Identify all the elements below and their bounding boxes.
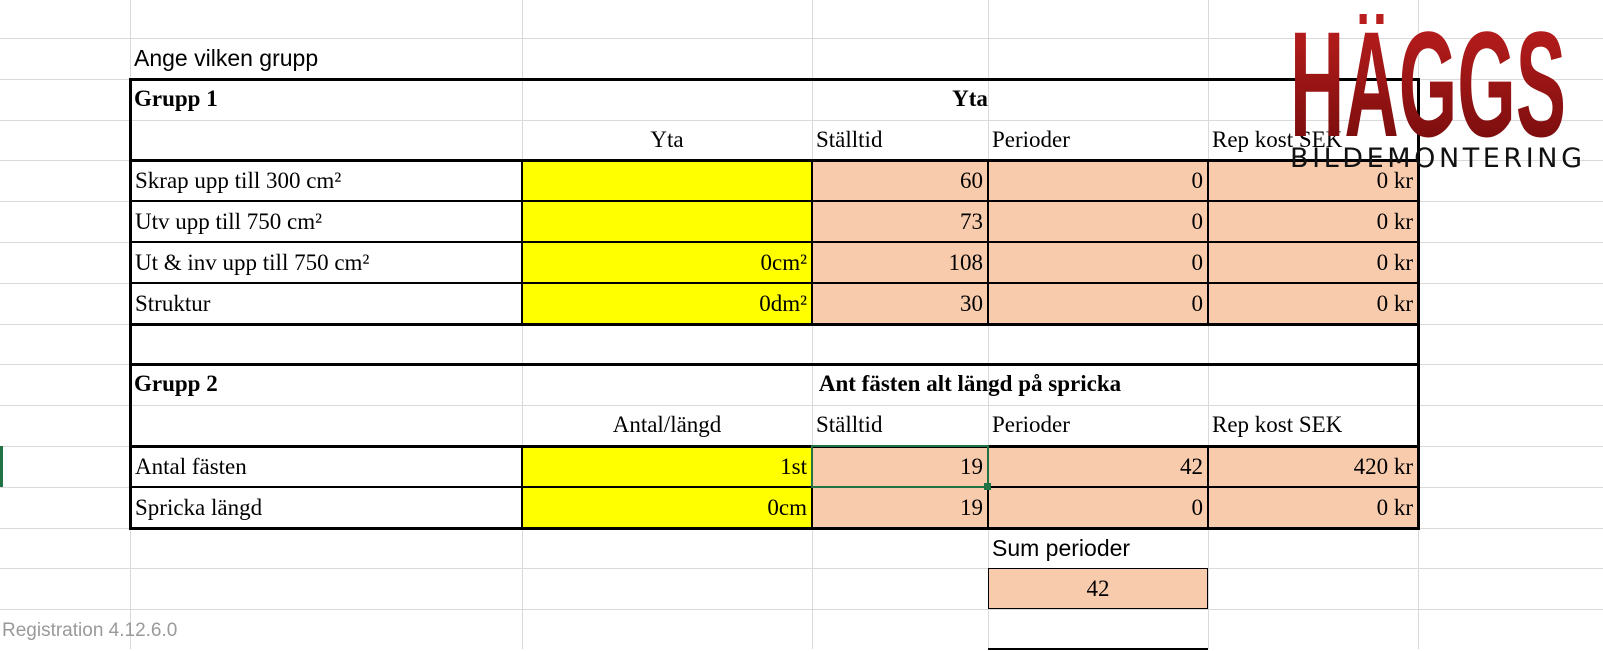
logo: HÄGGS BILDEMONTERING [1290,14,1582,174]
stalltid: 30 [812,282,988,324]
column-header: Perioder [992,412,1070,438]
group-heading: Ant fästen alt längd på spricka [818,371,1122,397]
stalltid: 60 [812,160,988,202]
cell-border [988,648,1208,650]
column-header: Perioder [992,126,1070,152]
group-name: Grupp 2 [134,371,218,397]
perioder: 0 [988,201,1208,242]
grid-line [0,119,1603,121]
perioder: 42 [988,446,1208,487]
perioder: 0 [988,486,1208,528]
header-divider [130,159,1418,163]
grid-line [0,405,1603,407]
grid-line [0,609,1603,611]
selected-cell [811,445,989,488]
sum-label: Sum perioder [992,534,1131,561]
kostnad: 0 kr [1208,242,1418,283]
column-header: Ställtid [816,412,883,438]
group-border [129,77,1420,326]
grid-line [0,38,1603,39]
kostnad: 0 kr [1208,201,1418,242]
column-header: Ställtid [816,126,883,152]
input-cell: 0dm² [522,282,812,324]
perioder: 0 [988,242,1208,283]
perioder: 0 [988,282,1208,324]
stalltid: 19 [812,446,988,487]
row-label: Ut & inv upp till 750 cm² [130,242,522,283]
group-name: Grupp 1 [134,85,218,111]
spacer-border [129,322,1420,367]
kostnad: 0 kr [1208,160,1418,202]
perioder: 0 [988,160,1208,202]
column-header: Antal/längd [612,412,722,438]
grid-line [0,568,1603,570]
column-header: Yta [650,126,684,152]
group-heading: Yta [952,85,988,111]
input-cell: 0cm² [522,242,812,283]
sum-value: 42 [988,568,1208,610]
input-cell [522,160,812,202]
prompt-label: Ange vilken grupp [134,45,319,71]
stalltid: 108 [812,242,988,283]
fill-handle [984,482,991,490]
input-cell [522,201,812,242]
registration-label: Registration 4.12.6.0 [2,620,178,642]
header-divider [130,445,1418,448]
logo-title: HÄGGS [1290,14,1566,168]
stalltid: 19 [812,486,988,528]
row-label: Utv upp till 750 cm² [130,201,522,242]
row-marker [0,446,3,487]
column-header: Rep kost SEK [1212,126,1343,152]
column-header: Rep kost SEK [1212,412,1343,438]
stalltid: 73 [812,201,988,242]
